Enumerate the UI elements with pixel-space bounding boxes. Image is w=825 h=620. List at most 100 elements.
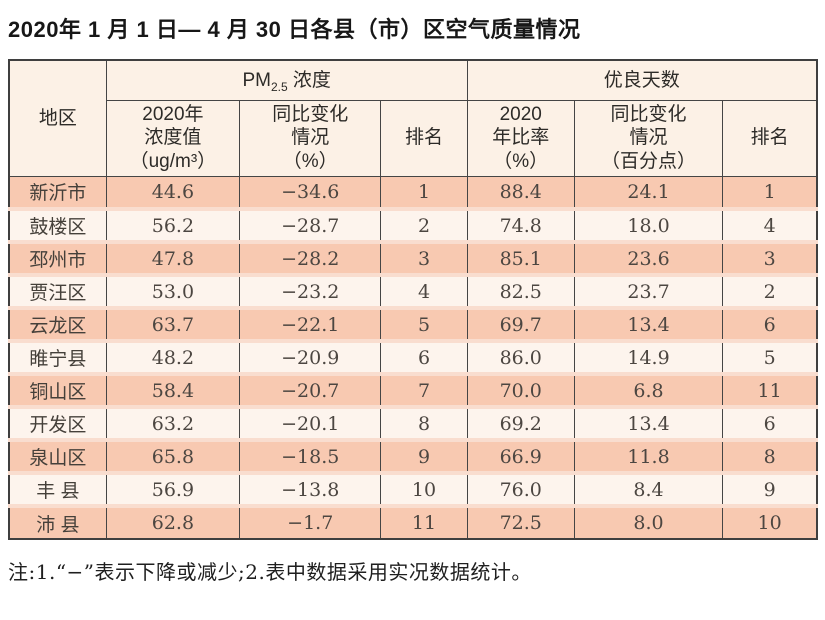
days-ratio-cell: 72.5 [466, 504, 575, 539]
pm-change-cell: −22.1 [239, 306, 382, 341]
region-cell: 贾汪区 [8, 273, 107, 308]
pm-change-cell: −20.9 [239, 339, 382, 374]
pm-label-subscript: 2.5 [270, 79, 288, 94]
header-sub-row: 2020年 浓度值 （ug/m³） 同比变化 情况 （%） 排名 2020 年比… [9, 99, 818, 177]
region-cell: 邳州市 [8, 240, 107, 275]
days-ratio-cell: 74.8 [466, 207, 575, 242]
pm-change-cell: −1.7 [239, 504, 382, 539]
pm-concentration-cell: 63.2 [105, 405, 241, 440]
column-header-pm-change: 同比变化 情况 （%） [239, 99, 382, 177]
days-rank-cell: 3 [722, 240, 818, 275]
pm-rank-cell: 3 [380, 240, 468, 275]
days-rank-cell: 9 [722, 471, 818, 506]
days-rank-cell: 5 [722, 339, 818, 374]
pm-rank-cell: 1 [380, 176, 468, 209]
table-row: 睢宁县 48.2 −20.9 6 86.0 14.9 5 [8, 339, 818, 374]
days-ratio-cell: 88.4 [466, 176, 575, 209]
days-change-cell: 13.4 [573, 405, 724, 440]
pm-rank-cell: 7 [380, 372, 468, 407]
page-title: 2020年 1 月 1 日— 4 月 30 日各县（市）区空气质量情况 [8, 17, 581, 42]
days-change-cell: 6.8 [573, 372, 724, 407]
pm-change-cell: −18.5 [239, 438, 382, 473]
days-rank-cell: 1 [722, 176, 818, 209]
pm-rank-cell: 11 [380, 504, 468, 539]
days-change-cell: 14.9 [573, 339, 724, 374]
days-ratio-cell: 69.7 [466, 306, 575, 341]
days-change-cell: 11.8 [573, 438, 724, 473]
column-group-pm25: PM2.5 浓度 [105, 59, 468, 101]
column-header-days-rank: 排名 [722, 99, 818, 177]
days-change-cell: 23.6 [573, 240, 724, 275]
pm-concentration-cell: 44.6 [105, 176, 241, 209]
pm-concentration-cell: 58.4 [105, 372, 241, 407]
pm-concentration-cell: 62.8 [105, 504, 241, 539]
air-quality-table: 地区 PM2.5 浓度 优良天数 2020年 浓度值 （ug/m³） 同比变化 … [8, 59, 818, 540]
column-header-days-change: 同比变化 情况 （百分点） [573, 99, 724, 177]
days-rank-cell: 6 [722, 306, 818, 341]
pm-change-cell: −28.2 [239, 240, 382, 275]
table-header: 地区 PM2.5 浓度 优良天数 2020年 浓度值 （ug/m³） 同比变化 … [8, 59, 818, 177]
pm-rank-cell: 8 [380, 405, 468, 440]
days-ratio-cell: 85.1 [466, 240, 575, 275]
table-row: 邳州市 47.8 −28.2 3 85.1 23.6 3 [8, 240, 818, 275]
days-change-cell: 23.7 [573, 273, 724, 308]
days-rank-cell: 6 [722, 405, 818, 440]
pm-rank-cell: 2 [380, 207, 468, 242]
pm-concentration-cell: 56.9 [105, 471, 241, 506]
table-row: 开发区 63.2 −20.1 8 69.2 13.4 6 [8, 405, 818, 440]
pm-concentration-cell: 65.8 [105, 438, 241, 473]
region-cell: 铜山区 [8, 372, 107, 407]
table-row: 泉山区 65.8 −18.5 9 66.9 11.8 8 [8, 438, 818, 473]
days-ratio-cell: 76.0 [466, 471, 575, 506]
days-rank-cell: 10 [722, 504, 818, 539]
table-row: 云龙区 63.7 −22.1 5 69.7 13.4 6 [8, 306, 818, 341]
days-rank-cell: 11 [722, 372, 818, 407]
days-change-cell: 24.1 [573, 176, 724, 209]
column-header-region: 地区 [8, 59, 107, 177]
pm-change-cell: −34.6 [239, 176, 382, 209]
days-ratio-cell: 86.0 [466, 339, 575, 374]
days-rank-cell: 2 [722, 273, 818, 308]
pm-rank-cell: 10 [380, 471, 468, 506]
footnote: 注:1.“−”表示下降或减少;2.表中数据采用实况数据统计。 [8, 560, 532, 584]
pm-concentration-cell: 47.8 [105, 240, 241, 275]
pm-rank-cell: 4 [380, 273, 468, 308]
region-cell: 丰 县 [8, 471, 107, 506]
pm-concentration-cell: 63.7 [105, 306, 241, 341]
column-header-days-ratio: 2020 年比率 （%） [466, 99, 575, 177]
pm-change-cell: −23.2 [239, 273, 382, 308]
region-cell: 鼓楼区 [8, 207, 107, 242]
days-rank-cell: 8 [722, 438, 818, 473]
days-ratio-cell: 66.9 [466, 438, 575, 473]
days-rank-cell: 4 [722, 207, 818, 242]
days-change-cell: 13.4 [573, 306, 724, 341]
table-row: 铜山区 58.4 −20.7 7 70.0 6.8 11 [8, 372, 818, 407]
pm-rank-cell: 6 [380, 339, 468, 374]
pm-concentration-cell: 56.2 [105, 207, 241, 242]
region-cell: 沛 县 [8, 504, 107, 539]
days-ratio-cell: 69.2 [466, 405, 575, 440]
days-change-cell: 8.4 [573, 471, 724, 506]
region-cell: 开发区 [8, 405, 107, 440]
region-cell: 新沂市 [8, 176, 107, 209]
table-row: 丰 县 56.9 −13.8 10 76.0 8.4 9 [8, 471, 818, 506]
header-group-row: 地区 PM2.5 浓度 优良天数 [8, 59, 818, 177]
pm-rank-cell: 9 [380, 438, 468, 473]
table-row: 鼓楼区 56.2 −28.7 2 74.8 18.0 4 [8, 207, 818, 242]
table-row: 沛 县 62.8 −1.7 11 72.5 8.0 10 [8, 504, 818, 539]
pm-change-cell: −28.7 [239, 207, 382, 242]
column-header-pm-concentration: 2020年 浓度值 （ug/m³） [105, 99, 241, 177]
table-row: 新沂市 44.6 −34.6 1 88.4 24.1 1 [8, 176, 818, 209]
region-cell: 睢宁县 [8, 339, 107, 374]
days-change-cell: 18.0 [573, 207, 724, 242]
column-header-pm-rank: 排名 [380, 99, 468, 177]
pm-change-cell: −13.8 [239, 471, 382, 506]
days-ratio-cell: 82.5 [466, 273, 575, 308]
table-row: 贾汪区 53.0 −23.2 4 82.5 23.7 2 [8, 273, 818, 308]
table-body: 新沂市 44.6 −34.6 1 88.4 24.1 1 鼓楼区 56.2 −2… [8, 176, 818, 539]
pm-change-cell: −20.7 [239, 372, 382, 407]
region-cell: 泉山区 [8, 438, 107, 473]
pm-change-cell: −20.1 [239, 405, 382, 440]
pm-label-suffix: 浓度 [287, 69, 331, 91]
